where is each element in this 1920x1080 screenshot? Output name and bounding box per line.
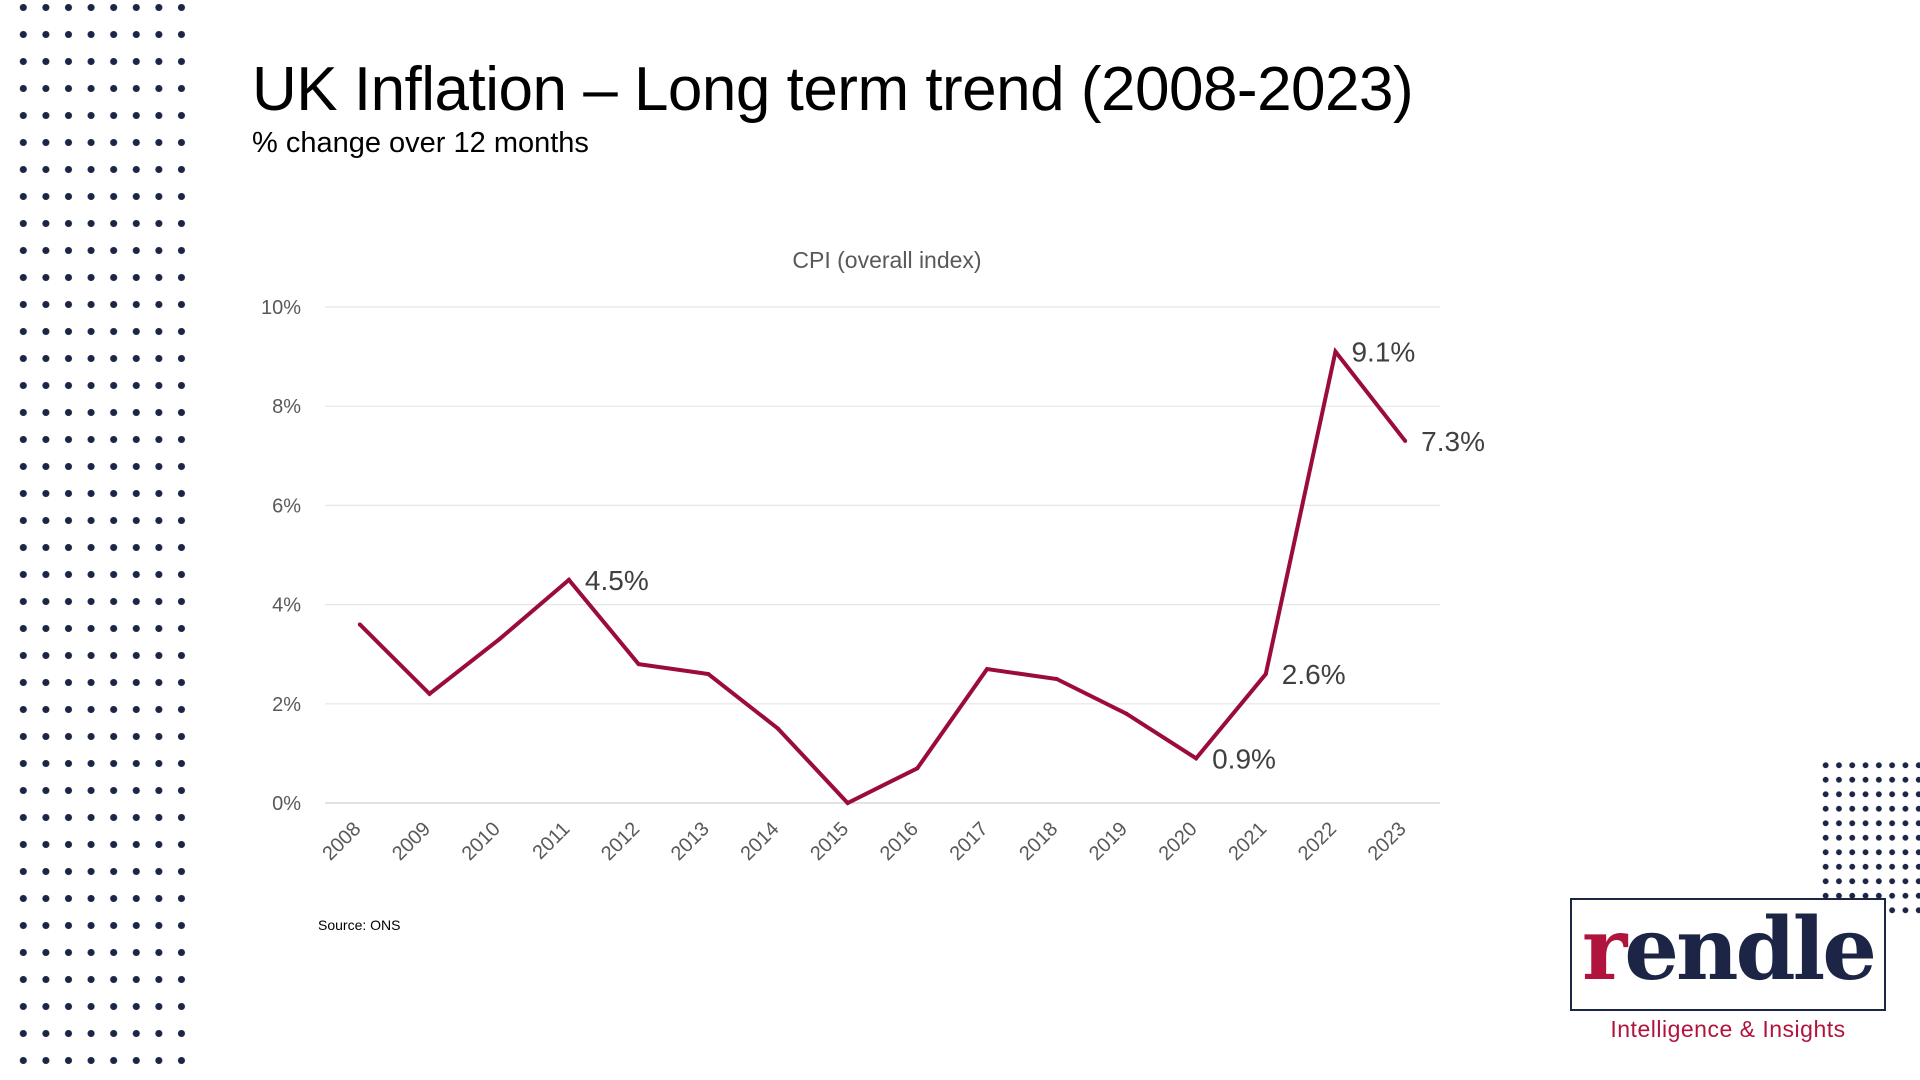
data-point (636, 662, 641, 667)
data-point (775, 726, 780, 731)
y-tick-label: 0% (272, 793, 301, 815)
decorative-dot-pattern-left (12, 0, 187, 1080)
x-tick-label: 2010 (458, 818, 505, 865)
page-title: UK Inflation – Long term trend (2008-202… (252, 55, 1414, 124)
data-point (497, 637, 502, 642)
data-point (1194, 756, 1199, 761)
x-tick-label: 2017 (946, 818, 993, 865)
rendle-logo: rendle (1570, 898, 1886, 1011)
x-tick-label: 2009 (388, 818, 435, 865)
x-tick-label: 2019 (1085, 818, 1132, 865)
y-tick-label: 10% (261, 297, 301, 319)
source-note: Source: ONS (318, 917, 401, 933)
logo-wordmark-r: r (1581, 899, 1627, 1000)
x-tick-label: 2008 (318, 818, 365, 865)
x-tick-label: 2022 (1294, 818, 1341, 865)
logo-tagline: Intelligence & Insights (1610, 1016, 1846, 1042)
x-tick-label: 2020 (1155, 818, 1202, 865)
logo-wordmark: rendle (1581, 899, 1877, 1000)
data-point (1403, 438, 1408, 443)
data-point (915, 766, 920, 771)
data-point (357, 622, 362, 627)
x-tick-label: 2012 (597, 818, 644, 865)
y-tick-label: 6% (272, 495, 301, 517)
y-tick-label: 8% (272, 396, 301, 418)
data-point (1124, 711, 1129, 716)
data-point (427, 691, 432, 696)
data-label: 2.6% (1282, 659, 1346, 690)
data-point (706, 672, 711, 677)
page-subtitle: % change over 12 months (252, 127, 589, 159)
data-point (1333, 349, 1338, 354)
data-point (845, 801, 850, 805)
x-tick-label: 2023 (1364, 818, 1411, 865)
data-label: 7.3% (1421, 426, 1485, 457)
x-tick-label: 2013 (667, 818, 714, 865)
x-tick-label: 2011 (528, 818, 574, 864)
y-tick-label: 2% (272, 694, 301, 716)
data-point (566, 577, 571, 582)
x-tick-label: 2014 (736, 818, 783, 865)
data-point (985, 667, 990, 672)
x-tick-label: 2018 (1015, 818, 1062, 865)
y-tick-label: 4% (272, 595, 301, 617)
data-point (1263, 672, 1268, 677)
data-label: 4.5% (585, 565, 649, 596)
data-label: 0.9% (1212, 743, 1276, 774)
data-point (1054, 677, 1059, 681)
x-tick-label: 2021 (1224, 818, 1271, 865)
x-tick-label: 2015 (806, 818, 853, 865)
series-line (358, 347, 1407, 806)
x-tick-label: 2016 (876, 818, 923, 865)
chart-title: CPI (overall index) (792, 247, 981, 273)
data-label: 9.1% (1351, 337, 1415, 368)
decorative-dot-pattern-right (1817, 758, 1920, 918)
